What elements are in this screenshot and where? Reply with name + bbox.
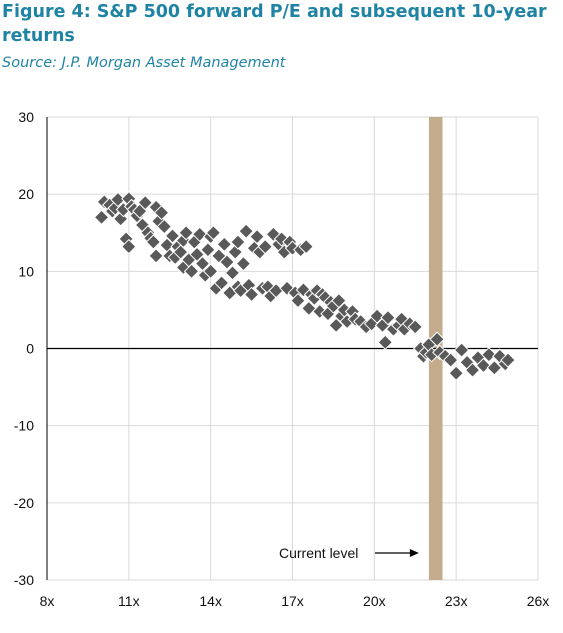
- y-tick-label: 20: [18, 186, 34, 202]
- data-point: [486, 360, 503, 376]
- data-point: [153, 204, 170, 221]
- y-tick-label: 30: [18, 109, 34, 125]
- data-point: [230, 234, 246, 250]
- data-point: [137, 194, 153, 211]
- data-point: [172, 244, 189, 260]
- data-point: [189, 246, 205, 263]
- data-point: [377, 334, 393, 351]
- data-point: [148, 248, 164, 264]
- data-point: [257, 238, 273, 255]
- y-tick-label: 10: [18, 263, 34, 279]
- data-point: [369, 308, 385, 324]
- data-point: [192, 226, 208, 243]
- data-point: [243, 286, 260, 303]
- x-tick-label: 14x: [199, 593, 222, 609]
- data-point: [145, 234, 162, 250]
- data-point: [93, 209, 110, 226]
- y-tick-label: -30: [14, 572, 34, 588]
- annotation: Current level: [279, 545, 419, 561]
- y-tick-label: 0: [26, 341, 34, 357]
- chart-source: Source: J.P. Morgan Asset Management: [2, 55, 286, 71]
- data-point: [328, 317, 344, 334]
- data-point: [219, 254, 235, 270]
- data-point: [121, 238, 137, 255]
- y-tick-label: -10: [14, 418, 34, 434]
- data-point: [481, 346, 497, 363]
- annotation-arrowhead: [409, 548, 419, 557]
- y-axis-ticks: 30 20 10 0 -10 -20 -30: [14, 109, 34, 588]
- x-tick-label: 26x: [527, 593, 550, 609]
- data-point: [238, 223, 254, 239]
- data-point: [249, 228, 265, 245]
- data-point: [301, 300, 317, 317]
- x-tick-label: 23x: [445, 593, 468, 609]
- data-point: [183, 263, 200, 280]
- data-point: [429, 331, 445, 347]
- data-point: [448, 365, 464, 381]
- data-point: [331, 292, 347, 309]
- data-point: [110, 191, 126, 208]
- x-axis-ticks: 8x 11x 14x 17x 20x 23x 26x: [40, 593, 550, 609]
- current-level-label: Current level: [279, 545, 358, 561]
- data-point: [216, 236, 233, 253]
- data-point: [178, 225, 194, 241]
- data-point: [443, 352, 459, 368]
- data-point: [500, 352, 516, 368]
- data-point: [202, 263, 219, 280]
- x-tick-label: 11x: [118, 593, 140, 609]
- data-point: [200, 242, 216, 258]
- data-point: [235, 255, 252, 272]
- grid-lines: [46, 116, 539, 581]
- data-point: [156, 218, 173, 235]
- data-point: [164, 228, 181, 244]
- data-point: [475, 357, 492, 374]
- data-points: [93, 191, 516, 381]
- chart-title: Figure 4: S&P 500 forward P/E and subseq…: [2, 2, 547, 46]
- data-point: [290, 292, 306, 309]
- data-point: [407, 319, 423, 335]
- data-point: [213, 275, 230, 291]
- data-point: [205, 225, 222, 241]
- data-point: [298, 238, 314, 255]
- data-point: [380, 309, 396, 326]
- y-tick-label: -20: [14, 495, 34, 511]
- x-tick-label: 8x: [40, 593, 55, 609]
- data-point: [224, 265, 241, 281]
- x-tick-label: 20x: [363, 593, 386, 609]
- data-point: [464, 362, 481, 378]
- data-point: [453, 342, 470, 358]
- x-tick-label: 17x: [281, 593, 304, 609]
